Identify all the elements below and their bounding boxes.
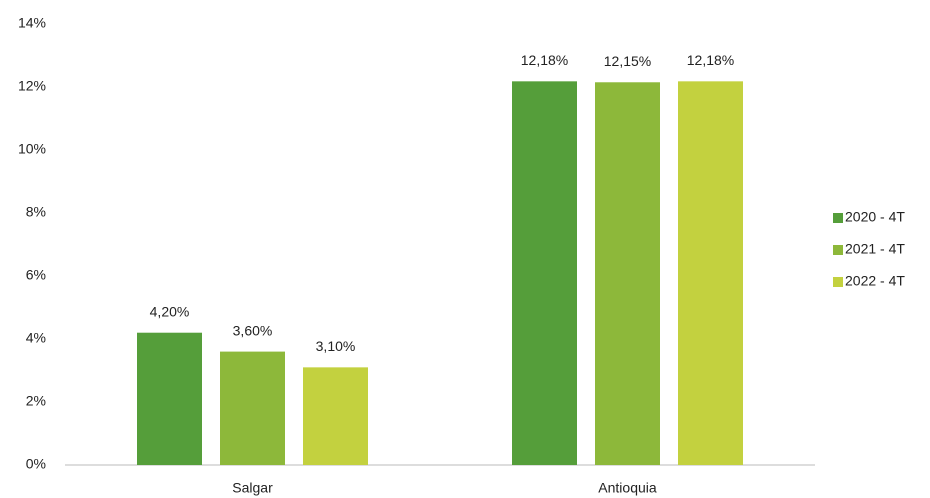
legend-swatch [833, 277, 843, 287]
y-tick-label: 6% [26, 267, 46, 283]
bar [303, 367, 368, 465]
y-tick-label: 14% [18, 15, 46, 31]
y-tick-label: 0% [26, 456, 46, 472]
x-tick-label: Antioquia [598, 480, 657, 496]
bar [512, 81, 577, 465]
bar [595, 82, 660, 466]
bar [678, 81, 743, 465]
y-tick-label: 4% [26, 330, 46, 346]
data-label: 12,18% [521, 52, 568, 68]
y-tick-label: 10% [18, 141, 46, 157]
y-tick-label: 8% [26, 204, 46, 220]
x-tick-label: Salgar [232, 480, 273, 496]
bar [220, 351, 285, 465]
data-label: 3,60% [233, 322, 273, 338]
legend-label: 2020 - 4T [845, 209, 905, 225]
data-label: 3,10% [316, 338, 356, 354]
legend-swatch [833, 245, 843, 255]
y-tick-label: 2% [26, 393, 46, 409]
bar [137, 332, 202, 465]
legend-label: 2022 - 4T [845, 273, 905, 289]
legend-label: 2021 - 4T [845, 241, 905, 257]
data-label: 4,20% [150, 303, 190, 319]
data-label: 12,15% [604, 53, 651, 69]
y-tick-label: 12% [18, 78, 46, 94]
data-label: 12,18% [687, 52, 734, 68]
legend-swatch [833, 213, 843, 223]
